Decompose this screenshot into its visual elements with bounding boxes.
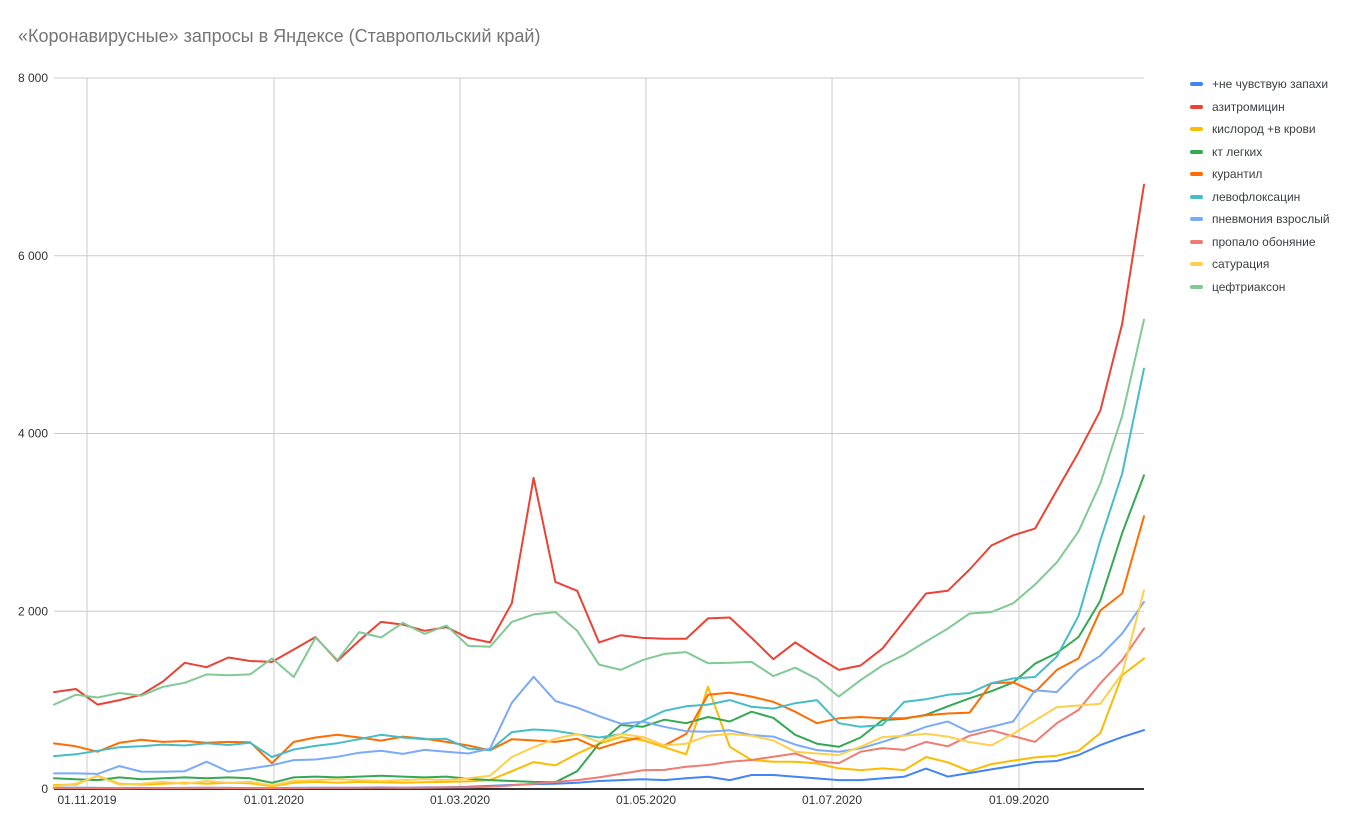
series-line-7 xyxy=(53,627,1145,790)
x-tick-label: 01.09.2020 xyxy=(989,793,1049,807)
legend-label: пропало обоняние xyxy=(1212,234,1316,249)
legend-swatch-icon xyxy=(1190,239,1203,244)
series-line-3 xyxy=(53,474,1145,784)
legend-label: азитромицин xyxy=(1212,99,1285,114)
y-tick-label: 2 000 xyxy=(18,604,48,618)
series-line-9 xyxy=(53,318,1145,706)
legend-swatch-icon xyxy=(1190,127,1203,132)
legend-item-3: кт легких xyxy=(1190,141,1330,164)
legend-swatch-icon xyxy=(1190,172,1203,177)
legend-swatch-icon xyxy=(1190,284,1203,289)
legend-label: сатурация xyxy=(1212,257,1270,272)
legend-label: курантил xyxy=(1212,167,1263,182)
y-tick-label: 4 000 xyxy=(18,427,48,441)
legend-item-1: азитромицин xyxy=(1190,96,1330,119)
series-line-6 xyxy=(53,600,1145,775)
x-tick-label: 01.01.2020 xyxy=(244,793,304,807)
legend-label: левофлоксацин xyxy=(1212,189,1301,204)
legend-item-7: пропало обоняние xyxy=(1190,231,1330,254)
legend-swatch-icon xyxy=(1190,217,1203,222)
legend-item-8: сатурация xyxy=(1190,253,1330,276)
legend-swatch-icon xyxy=(1190,194,1203,199)
x-tick-label: 01.05.2020 xyxy=(616,793,676,807)
legend-item-2: кислород +в крови xyxy=(1190,118,1330,141)
series-line-8 xyxy=(53,589,1145,788)
chart-legend: +не чувствую запахи азитромицин кислород +… xyxy=(1190,73,1330,298)
series-line-4 xyxy=(53,515,1145,765)
legend-label: кт легких xyxy=(1212,144,1263,159)
x-tick-label: 01.07.2020 xyxy=(802,793,862,807)
series-line-5 xyxy=(53,367,1145,758)
legend-label: кислород +в крови xyxy=(1212,122,1316,137)
legend-item-0: +не чувствую запахи xyxy=(1190,73,1330,96)
legend-item-4: курантил xyxy=(1190,163,1330,186)
legend-item-5: левофлоксацин xyxy=(1190,186,1330,209)
legend-swatch-icon xyxy=(1190,82,1203,87)
legend-swatch-icon xyxy=(1190,149,1203,154)
x-tick-label: 01.03.2020 xyxy=(430,793,490,807)
legend-swatch-icon xyxy=(1190,262,1203,267)
x-tick-label: 01.11.2019 xyxy=(57,793,116,807)
y-tick-label: 8 000 xyxy=(18,71,48,85)
y-tick-label: 6 000 xyxy=(18,249,48,263)
series-line-0 xyxy=(53,729,1145,790)
legend-swatch-icon xyxy=(1190,104,1203,109)
legend-label: пневмония взрослый xyxy=(1212,212,1330,227)
legend-label: цефтриаксон xyxy=(1212,279,1286,294)
legend-item-9: цефтриаксон xyxy=(1190,276,1330,299)
legend-item-6: пневмония взрослый xyxy=(1190,208,1330,231)
legend-label: +не чувствую запахи xyxy=(1212,77,1329,92)
series-line-1 xyxy=(53,183,1145,706)
chart-title: «Коронавирусные» запросы в Яндексе (Став… xyxy=(18,26,541,46)
y-tick-label: 0 xyxy=(41,782,48,796)
